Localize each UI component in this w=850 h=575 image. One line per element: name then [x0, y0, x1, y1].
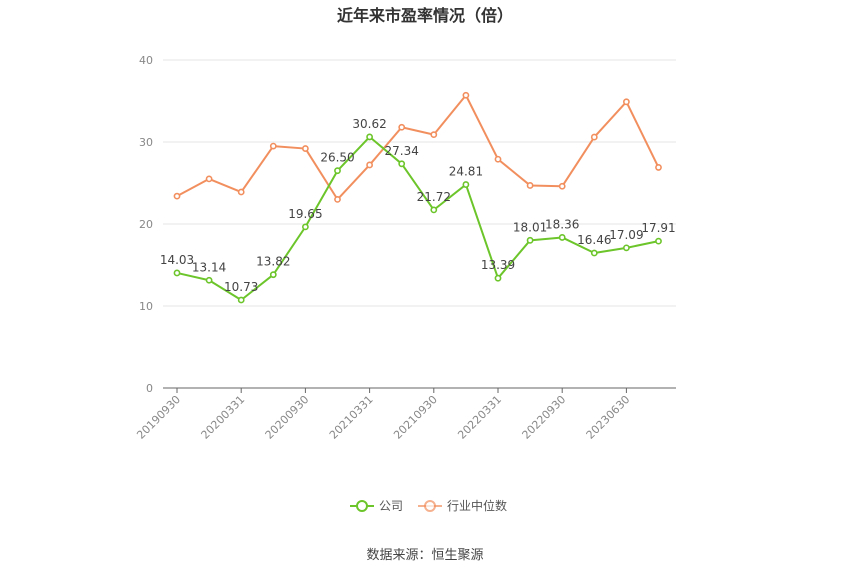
x-tick-label: 20230630 — [584, 393, 633, 442]
legend-label: 公司 — [379, 499, 403, 513]
data-point[interactable] — [237, 188, 245, 196]
legend-swatch-marker — [356, 500, 368, 512]
data-label: 16.46 — [577, 233, 611, 247]
data-point[interactable] — [334, 167, 341, 175]
data-point[interactable] — [623, 244, 630, 252]
data-label: 18.01 — [513, 220, 547, 234]
data-label: 21.72 — [417, 190, 451, 204]
data-point[interactable] — [269, 142, 277, 150]
data-point[interactable] — [590, 133, 598, 141]
data-point[interactable] — [173, 269, 181, 277]
data-point[interactable] — [655, 164, 662, 171]
data-point[interactable] — [173, 192, 181, 200]
data-label: 24.81 — [449, 165, 483, 179]
data-point[interactable] — [269, 271, 277, 279]
data-point[interactable] — [398, 123, 406, 131]
legend-item-1[interactable]: 行业中位数 — [418, 498, 507, 513]
x-tick-label: 20190930 — [134, 393, 183, 442]
x-axis: 20190930 20200331 20200930 20210331 20210930… — [134, 387, 676, 442]
data-label: 13.14 — [192, 260, 226, 274]
data-point[interactable] — [558, 234, 566, 241]
legend-swatch-marker — [424, 500, 436, 512]
y-tick-label: 10 — [139, 300, 153, 313]
y-tick-label: 20 — [139, 218, 153, 231]
data-label: 30.62 — [352, 117, 386, 131]
data-point[interactable] — [398, 160, 406, 168]
data-point[interactable] — [205, 175, 213, 183]
data-point[interactable] — [237, 296, 245, 304]
data-point[interactable] — [526, 236, 534, 244]
data-point[interactable] — [366, 133, 373, 141]
x-tick-label: 20200930 — [263, 393, 312, 442]
data-point[interactable] — [655, 237, 662, 245]
y-axis: 0 10 20 30 40 — [139, 54, 153, 395]
x-tick-label: 20220331 — [455, 393, 504, 442]
chart-title: 近年来市盈率情况（倍） — [337, 6, 513, 25]
data-label: 17.09 — [609, 228, 643, 242]
y-tick-label: 40 — [139, 54, 153, 67]
legend-item-0[interactable]: 公司 — [350, 499, 403, 513]
data-label: 17.91 — [641, 221, 675, 235]
data-point[interactable] — [462, 181, 470, 188]
data-point[interactable] — [590, 249, 598, 257]
data-point[interactable] — [430, 206, 438, 214]
data-point[interactable] — [623, 98, 630, 106]
data-point[interactable] — [301, 223, 309, 231]
x-tick-label: 20210930 — [391, 393, 440, 442]
series-line-0 — [176, 135, 659, 302]
data-label: 13.39 — [481, 258, 515, 272]
x-tick-label: 20210331 — [327, 393, 376, 442]
data-label: 26.50 — [320, 151, 354, 165]
data-label: 19.65 — [288, 207, 322, 221]
data-label: 18.36 — [545, 217, 579, 231]
data-point[interactable] — [494, 155, 502, 163]
data-point[interactable] — [301, 145, 309, 152]
data-point[interactable] — [558, 182, 566, 190]
data-point[interactable] — [494, 274, 502, 282]
data-point[interactable] — [430, 131, 438, 139]
data-point[interactable] — [205, 276, 213, 284]
data-point[interactable] — [366, 161, 373, 169]
y-tick-label: 30 — [139, 136, 153, 149]
source-note: 数据来源：恒生聚源 — [366, 548, 483, 563]
x-tick-label: 20200331 — [199, 393, 248, 442]
data-point[interactable] — [462, 91, 470, 99]
legend-label: 行业中位数 — [447, 498, 507, 513]
x-tick-label: 20220930 — [520, 393, 569, 442]
data-label: 10.73 — [224, 280, 258, 294]
data-label: 27.34 — [385, 144, 419, 158]
data-label: 13.82 — [256, 255, 290, 269]
series-line-1 — [176, 94, 660, 201]
data-label: 14.03 — [160, 253, 194, 267]
data-point[interactable] — [334, 195, 341, 203]
grid — [163, 59, 676, 307]
series-lines — [173, 91, 662, 304]
legend[interactable]: 公司 行业中位数 — [350, 498, 507, 513]
data-point[interactable] — [526, 182, 534, 189]
y-tick-label: 0 — [146, 382, 153, 395]
